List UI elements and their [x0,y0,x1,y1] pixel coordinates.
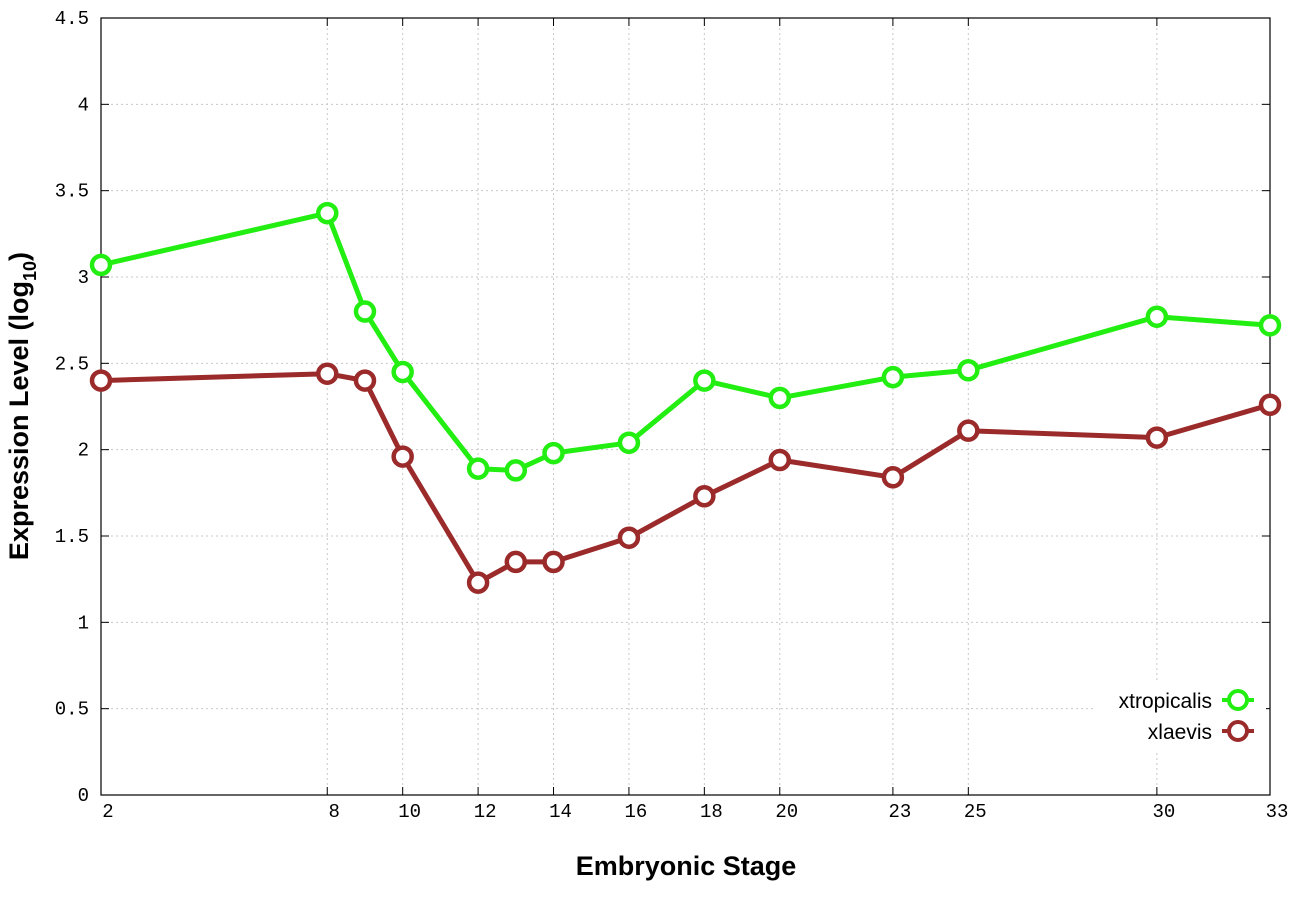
y-tick-label: 4 [78,94,89,116]
x-tick-label: 33 [1266,801,1289,823]
data-point-xtropicalis [1145,305,1169,328]
x-tick-label: 25 [964,801,987,823]
x-tick-label: 30 [1152,801,1175,823]
x-tick-label: 12 [474,801,497,823]
y-axis-title-main: Expression Level (log [4,281,34,560]
x-tick-label: 8 [329,801,340,823]
legend-marker-xtropicalis [1227,689,1249,711]
y-tick-label: 2.5 [55,353,89,375]
data-point-xtropicalis [542,441,565,465]
series-layer [89,201,1282,594]
data-point-xtropicalis [466,457,490,480]
data-point-xlaevis [391,445,414,468]
data-point-xlaevis [542,550,565,574]
data-point-xlaevis [1258,393,1282,417]
data-point-xtropicalis [391,360,414,384]
data-point-xlaevis [881,466,905,489]
y-axis-title-close: ) [4,252,34,261]
y-tick-label: 4.5 [55,8,89,30]
data-point-xlaevis [957,419,980,442]
plot-frame [100,17,1271,796]
x-tick-label: 20 [775,801,798,823]
x-tick-label: 10 [398,801,421,823]
y-tick-label: 3.5 [55,181,89,203]
data-point-xlaevis [693,485,716,508]
ticks-layer: 0 0.5 1 1.5 2 2.5 3 3.5 4 4.5 2 8 10 12 14 16 18 20 23 25 30… [55,8,1289,823]
y-tick-label: 1.5 [55,526,89,548]
data-point-xtropicalis [768,386,792,410]
x-tick-label: 23 [888,801,911,823]
data-point-xlaevis [89,369,113,392]
legend-label-xtropicalis: xtropicalis [1119,690,1212,713]
data-point-xtropicalis [617,431,641,455]
data-point-xlaevis [1145,426,1169,449]
y-axis-title: Expression Level (log10) [4,252,40,560]
y-tick-label: 0 [78,785,89,807]
data-point-xlaevis [504,550,528,574]
data-point-xtropicalis [504,459,528,482]
y-tick-label: 2 [78,440,89,462]
data-point-xlaevis [353,369,377,392]
data-point-xlaevis [768,448,792,472]
data-point-xtropicalis [881,365,905,389]
y-tick-label: 0.5 [55,699,89,721]
data-point-xtropicalis [353,300,377,323]
legend-label-xlaevis: xlaevis [1148,721,1212,744]
legend-marker-xlaevis [1227,720,1249,742]
data-point-xtropicalis [693,369,716,392]
y-tick-label: 3 [78,267,89,289]
y-tick-label: 1 [78,612,89,634]
x-tick-label: 2 [102,801,113,823]
x-tick-label: 16 [625,801,648,823]
data-point-xtropicalis [316,201,339,225]
x-tick-label: 18 [700,801,723,823]
data-point-xtropicalis [89,253,113,277]
data-point-xlaevis [466,571,490,594]
y-axis-title-subscript: 10 [20,261,40,281]
data-point-xtropicalis [1258,314,1282,337]
series-line-xlaevis [100,371,1271,586]
data-point-xlaevis [316,362,339,385]
data-point-xtropicalis [957,358,980,382]
grid-layer [101,18,1270,795]
series-line-xtropicalis [100,210,1271,473]
legend: xtropicalis xlaevis [1096,680,1266,750]
x-tick-label: 14 [549,801,572,823]
data-point-xlaevis [617,526,641,549]
x-axis-title: Embryonic Stage [576,851,797,881]
